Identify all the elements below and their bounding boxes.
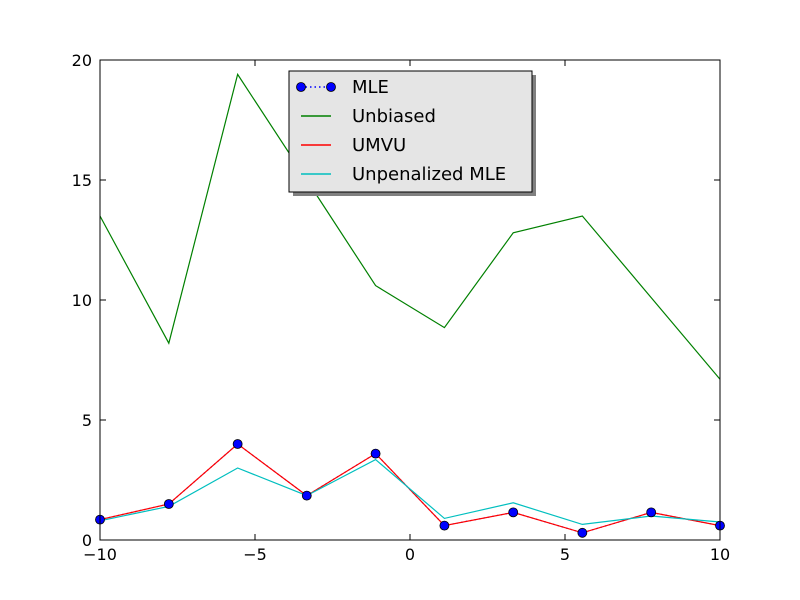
- y-tick-label: 0: [82, 531, 92, 550]
- series-line-unbiased: [99, 72, 721, 380]
- data-point-mle: [301, 490, 312, 501]
- data-point-mle: [508, 507, 519, 518]
- data-point-mle: [646, 507, 657, 518]
- legend-label-mle: MLE: [352, 77, 389, 98]
- x-tick-label: 5: [560, 545, 570, 564]
- x-tick-label: 10: [710, 545, 730, 564]
- y-tick-label: 20: [72, 51, 92, 70]
- legend-marker-mle: [296, 82, 306, 92]
- legend-label-umvu: UMVU: [352, 135, 406, 156]
- legend: MLE Unbiased UMVU Unpenalized MLE: [288, 70, 536, 196]
- data-point-mle: [232, 439, 243, 449]
- series-line-unpenalized-mle: [99, 458, 721, 526]
- legend-label-unpenalized-mle: Unpenalized MLE: [352, 164, 506, 185]
- ticks-layer: −10 −5 0 5 10 0 5 10 15 20: [72, 51, 731, 564]
- x-tick-label: 0: [405, 545, 415, 564]
- legend-label-unbiased: Unbiased: [352, 106, 436, 127]
- data-point-mle: [439, 520, 450, 531]
- y-tick-label: 15: [72, 171, 92, 190]
- x-tick-label: −10: [83, 545, 117, 564]
- data-point-mle: [577, 527, 588, 538]
- data-point-mle: [370, 448, 381, 459]
- series-layer: [95, 72, 725, 538]
- y-tick-label: 10: [72, 291, 92, 310]
- data-point-mle: [163, 499, 174, 509]
- plot-frame: [99, 59, 721, 541]
- y-tick-label: 5: [82, 411, 92, 430]
- legend-marker-mle: [326, 82, 336, 92]
- x-tick-label: −5: [243, 545, 267, 564]
